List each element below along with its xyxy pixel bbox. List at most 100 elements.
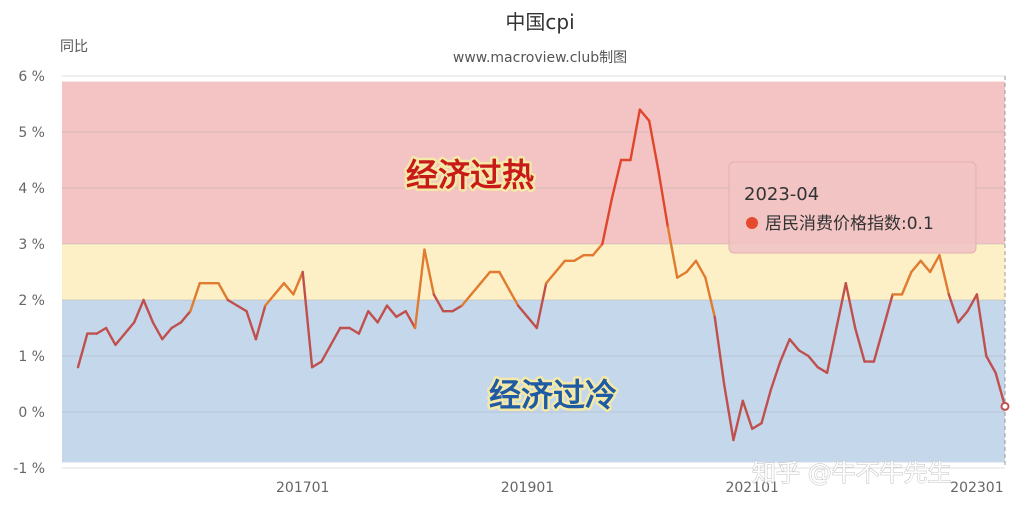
series-segment xyxy=(938,253,951,296)
series-segment xyxy=(376,304,389,324)
series-segment xyxy=(769,360,782,391)
series-segment xyxy=(132,298,145,324)
tooltip-value: 居民消费价格指数:0.1 xyxy=(765,214,934,234)
series-segment xyxy=(432,293,445,313)
series-segment xyxy=(853,326,866,363)
y-tick-label: -1 % xyxy=(13,461,45,477)
chart-title: 中国cpi xyxy=(505,10,574,34)
zone-label-2: 经济过冷 xyxy=(489,376,617,414)
y-axis-label: 同比 xyxy=(60,39,88,55)
series-segment xyxy=(919,259,932,274)
series-segment xyxy=(966,293,979,313)
series-segment xyxy=(245,310,258,341)
series-segment xyxy=(535,282,548,330)
series-segment xyxy=(750,422,763,430)
series-segment xyxy=(329,326,342,346)
y-tick-label: 3 % xyxy=(18,237,45,253)
series-segment xyxy=(975,293,988,358)
series-segment xyxy=(123,321,136,335)
y-axis-ticks: -1 % 0 % 1 % 2 % 3 % 4 % 5 % 6 % xyxy=(13,69,45,477)
series-segment xyxy=(310,360,323,369)
series-segment xyxy=(601,197,613,246)
series-segment xyxy=(985,354,997,374)
series-segment xyxy=(816,366,829,374)
series-segment xyxy=(320,343,333,363)
series-segment xyxy=(779,338,791,363)
series-segment xyxy=(170,321,183,330)
hover-cursor xyxy=(1000,76,1010,468)
series-segment xyxy=(301,270,314,369)
series-segment xyxy=(460,293,473,307)
series-segment xyxy=(367,310,379,324)
y-tick-label: 0 % xyxy=(18,405,45,421)
x-axis-ticks: 201701 201901 202101 202301 xyxy=(276,480,1004,496)
series-segment xyxy=(357,310,370,335)
series-segment xyxy=(226,298,239,307)
series-segment xyxy=(629,108,642,162)
series-segment xyxy=(235,304,248,313)
series-segment xyxy=(760,388,773,425)
series-segment xyxy=(161,326,173,341)
series-segment xyxy=(451,304,464,313)
series-segment xyxy=(544,270,557,285)
series-segment xyxy=(910,259,922,274)
y-tick-label: 2 % xyxy=(18,293,45,309)
series-segment xyxy=(395,310,407,318)
series-segment xyxy=(797,349,810,358)
x-tick-label: 201901 xyxy=(501,480,554,496)
series-segment xyxy=(179,310,192,324)
tooltip-series-marker xyxy=(746,217,758,229)
y-tick-label: 4 % xyxy=(18,181,45,197)
tooltip-box xyxy=(728,161,977,254)
series-segment xyxy=(685,259,698,274)
series-segment xyxy=(104,326,117,346)
series-segment xyxy=(872,326,885,363)
series-segment xyxy=(554,259,567,274)
series-segment xyxy=(217,282,230,302)
series-segment xyxy=(835,282,848,330)
series-segment xyxy=(348,326,361,335)
x-tick-label: 202101 xyxy=(725,480,778,496)
series-segment xyxy=(900,270,913,296)
series-segment xyxy=(264,293,276,307)
tooltip-date: 2023-04 xyxy=(744,184,819,205)
series-segment xyxy=(282,282,295,296)
series-segment xyxy=(638,108,651,123)
x-tick-label: 201701 xyxy=(276,480,329,496)
series-segment xyxy=(423,248,436,296)
series-segment xyxy=(947,293,960,324)
series-segment xyxy=(507,287,520,307)
series-segment xyxy=(76,332,89,369)
series-segment xyxy=(741,399,754,430)
series-segment xyxy=(713,315,726,386)
series-segment xyxy=(498,270,510,290)
series-segment xyxy=(788,338,801,352)
series-segment xyxy=(928,253,941,274)
series-group xyxy=(76,108,1007,442)
series-segment xyxy=(704,276,716,318)
series-segment xyxy=(413,248,426,330)
zone-label-0: 经济过热 xyxy=(406,156,534,194)
series-segment xyxy=(732,399,745,442)
series-segment xyxy=(694,259,707,279)
series-segment xyxy=(647,119,660,173)
series-segment xyxy=(470,282,482,296)
watermark: 知乎 @牛不牛先生 xyxy=(752,459,952,487)
series-segment xyxy=(254,304,267,341)
series-segment xyxy=(956,310,969,324)
hover-point[interactable] xyxy=(1000,401,1010,411)
series-segment xyxy=(114,332,127,346)
series-segment xyxy=(189,282,201,313)
series-segment xyxy=(404,310,417,330)
y-tick-label: 1 % xyxy=(18,349,45,365)
series-segment xyxy=(666,225,679,279)
series-segment xyxy=(151,321,164,341)
series-segment xyxy=(273,282,286,296)
series-segment xyxy=(516,304,529,318)
series-segment xyxy=(994,371,1007,408)
series-segment xyxy=(825,326,838,374)
zone-band-2 xyxy=(62,300,1005,463)
series-segment xyxy=(526,315,539,330)
